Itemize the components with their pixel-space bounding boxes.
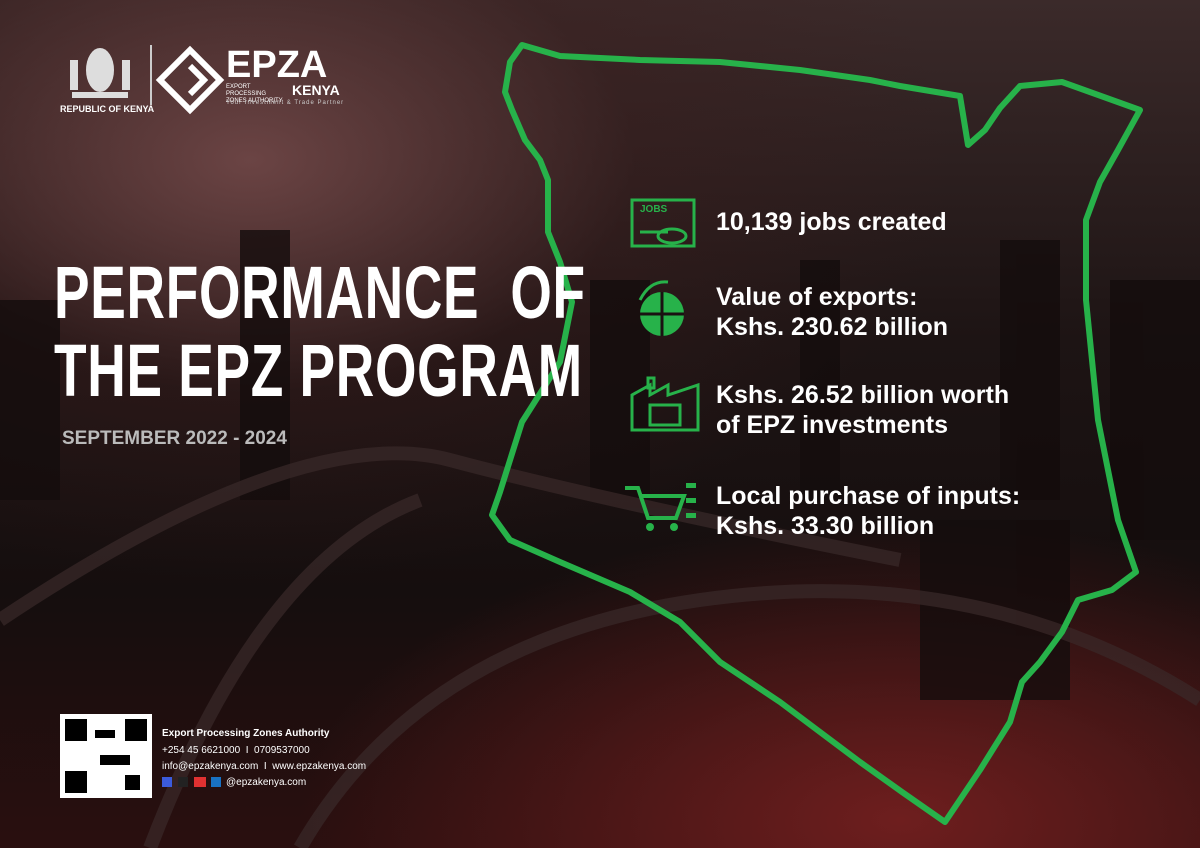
cart-icon xyxy=(625,483,696,531)
social-icons xyxy=(162,777,221,787)
globe-icon xyxy=(638,280,684,336)
skyline xyxy=(0,230,1200,700)
jobs-icon-label: JOBS xyxy=(640,204,668,215)
stat-line: of EPZ investments xyxy=(716,411,948,439)
stat-line: Kshs. 26.52 billion worth xyxy=(716,381,1010,409)
kenya-outline xyxy=(489,42,1143,825)
footer-name: Export Processing Zones Authority xyxy=(162,728,330,739)
stat-line: Value of exports: xyxy=(716,283,918,311)
title-line: THE EPZ PROGRAM xyxy=(54,329,583,412)
period: SEPTEMBER 2022 - 2024 xyxy=(62,428,287,449)
divider xyxy=(150,45,152,105)
highways xyxy=(0,446,1200,848)
stat-line: Kshs. 230.62 billion xyxy=(716,313,949,341)
factory-icon xyxy=(630,376,700,432)
stat-line: 10,139 jobs created xyxy=(716,208,947,236)
title-line: PERFORMANCE OF xyxy=(54,251,586,334)
epza-logo-mark xyxy=(155,45,225,115)
stat-line: Local purchase of inputs: xyxy=(716,482,1021,510)
footer-web: info@epzakenya.com I www.epzakenya.com xyxy=(162,761,367,772)
footer-social: @epzakenya.com xyxy=(226,777,307,788)
authority: EXPORT PROCESSING ZONES AUTHORITY xyxy=(226,84,283,104)
stat-line: Kshs. 33.30 billion xyxy=(716,512,935,540)
jobs-icon xyxy=(630,198,696,248)
country: KENYA xyxy=(292,82,340,98)
coat-of-arms xyxy=(70,48,130,98)
qr-code xyxy=(60,714,152,798)
tagline: Your Investment & Trade Partner xyxy=(226,100,345,106)
footer-phone: +254 45 6621000 I 0709537000 xyxy=(162,745,310,756)
republic: REPUBLIC OF KENYA xyxy=(60,104,155,114)
logo-text: EPZA xyxy=(226,44,328,86)
